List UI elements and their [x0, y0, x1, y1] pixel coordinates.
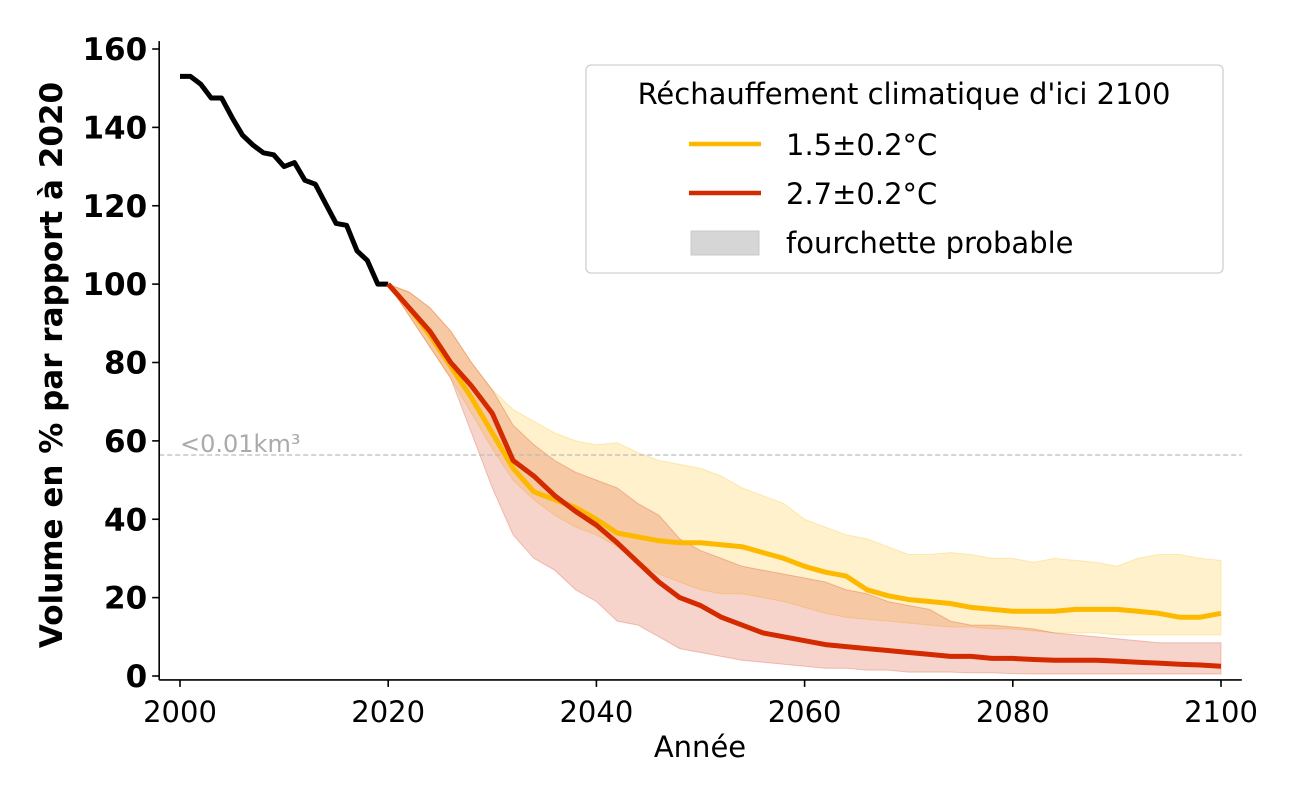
x-tick-label: 2080 [976, 695, 1050, 729]
y-tick-label: 60 [104, 424, 147, 460]
x-tick-label: 2020 [351, 695, 425, 729]
legend-title: Réchauffement climatique d'ici 2100 [638, 77, 1171, 111]
y-tick-label: 100 [82, 267, 147, 303]
x-tick-label: 2040 [559, 695, 633, 729]
legend-label-range: fourchette probable [786, 226, 1074, 260]
legend-label-1p5: 1.5±0.2°C [786, 128, 937, 162]
x-tick-label: 2100 [1184, 695, 1258, 729]
y-tick-label: 120 [82, 189, 147, 225]
x-tick-label: 2060 [768, 695, 842, 729]
series-lines [180, 73, 1222, 669]
legend-swatch-range [690, 230, 760, 256]
legend: Réchauffement climatique d'ici 2100 1.5±… [585, 64, 1224, 274]
line-1p5 [386, 282, 1222, 620]
band-2p7 [386, 283, 1222, 675]
y-tick-label: 20 [104, 581, 147, 617]
legend-frame [585, 64, 1224, 274]
uncertainty-bands [386, 283, 1222, 675]
x-axis-label: Année [654, 730, 746, 764]
y-axis-label: Volume en % par rapport à 2020 [34, 82, 70, 648]
x-tick-label: 2000 [143, 695, 217, 729]
historical-line [180, 73, 389, 287]
line-2p7 [386, 282, 1222, 669]
threshold-group: <0.01km³ [159, 430, 1242, 458]
y-tick-label: 160 [82, 32, 147, 68]
y-tick-label: 0 [126, 659, 148, 695]
threshold-annotation: <0.01km³ [180, 430, 300, 458]
y-ticks: 0 20 40 60 80 100 120 140 160 [82, 32, 160, 695]
y-tick-label: 140 [82, 110, 147, 146]
y-tick-label: 80 [104, 346, 147, 382]
legend-label-2p7: 2.7±0.2°C [786, 177, 937, 211]
y-tick-label: 40 [104, 502, 147, 538]
x-ticks: 2000 2020 2040 2060 2080 2100 [143, 679, 1258, 729]
